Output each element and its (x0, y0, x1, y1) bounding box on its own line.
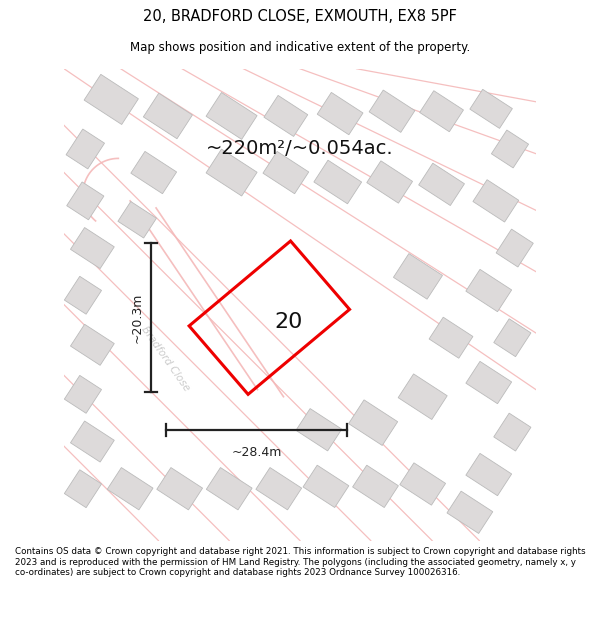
Polygon shape (67, 182, 104, 220)
Polygon shape (314, 160, 362, 204)
Polygon shape (84, 74, 139, 124)
Polygon shape (494, 319, 531, 357)
Polygon shape (263, 151, 309, 194)
Polygon shape (70, 324, 114, 366)
Polygon shape (447, 491, 493, 534)
Polygon shape (206, 92, 257, 139)
Polygon shape (466, 269, 512, 312)
Polygon shape (473, 180, 519, 222)
Polygon shape (118, 201, 157, 238)
Polygon shape (400, 463, 446, 505)
Text: Map shows position and indicative extent of the property.: Map shows position and indicative extent… (130, 41, 470, 54)
Polygon shape (491, 130, 529, 168)
Polygon shape (496, 229, 533, 267)
Polygon shape (296, 409, 342, 451)
Polygon shape (470, 89, 512, 128)
Polygon shape (107, 468, 153, 510)
Polygon shape (349, 400, 398, 446)
Polygon shape (64, 276, 101, 314)
Polygon shape (157, 468, 203, 510)
Polygon shape (264, 96, 308, 136)
Polygon shape (369, 90, 415, 132)
Text: ~220m²/~0.054ac.: ~220m²/~0.054ac. (206, 139, 394, 159)
Polygon shape (419, 163, 464, 206)
Polygon shape (317, 92, 363, 135)
Polygon shape (66, 129, 104, 169)
Polygon shape (256, 468, 302, 510)
Polygon shape (367, 161, 413, 203)
Polygon shape (70, 421, 114, 462)
Polygon shape (398, 374, 447, 419)
Polygon shape (466, 361, 512, 404)
Text: Contains OS data © Crown copyright and database right 2021. This information is : Contains OS data © Crown copyright and d… (15, 548, 586, 577)
Polygon shape (303, 465, 349, 508)
Polygon shape (206, 468, 252, 510)
Polygon shape (131, 151, 176, 194)
Polygon shape (494, 413, 531, 451)
Polygon shape (419, 91, 463, 132)
Text: ~28.4m: ~28.4m (231, 446, 281, 459)
Polygon shape (466, 453, 512, 496)
Polygon shape (64, 470, 101, 508)
Text: 20: 20 (274, 312, 302, 332)
Polygon shape (394, 254, 442, 299)
Polygon shape (143, 93, 193, 139)
Text: ~20.3m: ~20.3m (131, 292, 144, 343)
Polygon shape (64, 376, 101, 413)
Polygon shape (206, 149, 257, 196)
Polygon shape (353, 465, 398, 508)
Polygon shape (429, 318, 473, 358)
Text: Bradford Close: Bradford Close (139, 324, 191, 393)
Polygon shape (70, 228, 114, 269)
Text: 20, BRADFORD CLOSE, EXMOUTH, EX8 5PF: 20, BRADFORD CLOSE, EXMOUTH, EX8 5PF (143, 9, 457, 24)
